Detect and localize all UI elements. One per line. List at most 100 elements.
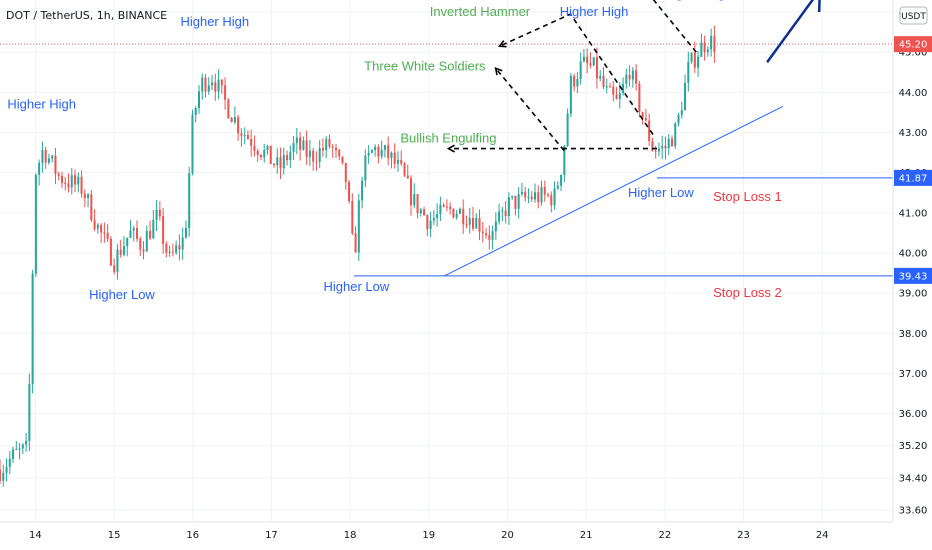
candle-body <box>289 151 292 161</box>
time-axis[interactable]: 14 15 16 17 18 19 20 21 22 23 24 <box>29 530 829 541</box>
candle-body <box>149 230 152 239</box>
annotation-label: Stop Loss 1 <box>713 189 782 204</box>
candle-body <box>87 194 90 199</box>
candle-body <box>481 231 484 234</box>
candle-body <box>162 216 165 244</box>
candle-body <box>706 49 709 53</box>
candle-body <box>657 148 660 152</box>
candle-body <box>710 36 713 50</box>
candle-body <box>524 191 527 198</box>
time-axis-background <box>0 522 932 550</box>
y-tick-label: 34.40 <box>899 473 928 484</box>
candle-body <box>533 192 536 200</box>
candle-body <box>158 209 161 217</box>
candle-body <box>641 112 644 119</box>
candle-body <box>2 472 5 481</box>
candle-body <box>31 273 34 384</box>
candle-body <box>21 444 24 449</box>
x-tick-label: 20 <box>501 530 514 541</box>
x-tick-label: 24 <box>816 530 829 541</box>
x-tick-label: 18 <box>344 530 357 541</box>
candle-body <box>109 238 112 266</box>
candle-body <box>113 265 116 272</box>
candle-body <box>458 208 461 214</box>
candle-body <box>246 134 249 139</box>
annotation-label: Bullish Engulfing <box>400 131 496 146</box>
inverted-hammer-arrow-head <box>498 40 507 48</box>
candle-body <box>605 86 608 88</box>
candle-body <box>537 192 540 203</box>
candle-body <box>354 233 357 253</box>
candle-body <box>321 148 324 151</box>
candle-body <box>256 150 259 155</box>
candle-body <box>15 448 18 450</box>
candle-body <box>697 56 700 68</box>
level-badge <box>894 267 932 284</box>
candle-body <box>282 155 285 169</box>
annotation-label: Higher Low <box>324 279 390 294</box>
currency-button[interactable]: USDT <box>899 6 928 25</box>
current-price-badge-text: 45.20 <box>899 40 928 51</box>
candle-body <box>553 188 556 206</box>
candle-body <box>237 117 240 134</box>
candle-body <box>475 217 478 229</box>
candle-body <box>527 196 530 198</box>
x-tick-label: 21 <box>580 530 593 541</box>
candle-body <box>609 86 612 88</box>
symbol-title: DOT / TetherUS, 1h, BINANCE <box>6 9 167 22</box>
candle-body <box>563 145 566 175</box>
price-badges: 45.20 41.87 39.43 <box>894 36 932 284</box>
candle-body <box>367 152 370 156</box>
candle-body <box>80 176 83 194</box>
candle-body <box>47 158 50 163</box>
bullish-arrow-head <box>817 0 821 13</box>
candle-body <box>191 115 194 174</box>
candle-body <box>243 134 246 136</box>
annotation-label: Higher Low <box>89 287 155 302</box>
candle-body <box>429 220 432 230</box>
candle-body <box>318 148 321 162</box>
candle-body <box>442 204 445 207</box>
candle-body <box>507 197 510 217</box>
candle-body <box>132 228 135 231</box>
annotation-label: Higher High <box>180 14 249 29</box>
candle-body <box>465 224 468 226</box>
x-tick-label: 23 <box>737 530 750 541</box>
candle-body <box>462 208 465 225</box>
candle-body <box>230 117 233 123</box>
candle-body <box>295 137 298 144</box>
candle-body <box>240 133 243 136</box>
candle-body <box>364 155 367 181</box>
candle-body <box>547 194 550 196</box>
candle-body <box>377 146 380 157</box>
candle-body <box>439 204 442 215</box>
currency-button-frame[interactable] <box>899 6 928 25</box>
candle-body <box>625 74 628 84</box>
inverted-hammer-arrow <box>499 13 654 135</box>
candle-body <box>44 149 47 163</box>
candle-body <box>680 110 683 116</box>
candle-body <box>576 79 579 87</box>
candle-body <box>602 75 605 87</box>
candle-body <box>644 118 647 121</box>
candle-body <box>211 82 214 86</box>
candle-body <box>331 146 334 148</box>
currency-label[interactable]: USDT <box>901 12 926 22</box>
trendline[interactable] <box>444 105 784 277</box>
candle-body <box>410 178 413 206</box>
candle-body <box>220 79 223 86</box>
candle-body <box>485 233 488 236</box>
candle-body <box>573 76 576 87</box>
y-tick-label: 43.00 <box>899 128 928 139</box>
bullish-arrow <box>766 0 815 63</box>
candle-body <box>175 245 178 253</box>
candle-body <box>419 209 422 214</box>
candle-body <box>334 147 338 151</box>
y-tick-label: 41.00 <box>899 208 928 219</box>
candle-body <box>690 52 693 62</box>
candle-body <box>299 137 302 150</box>
candle-body <box>201 77 204 92</box>
candle-body <box>491 231 494 240</box>
candle-body <box>96 224 99 229</box>
